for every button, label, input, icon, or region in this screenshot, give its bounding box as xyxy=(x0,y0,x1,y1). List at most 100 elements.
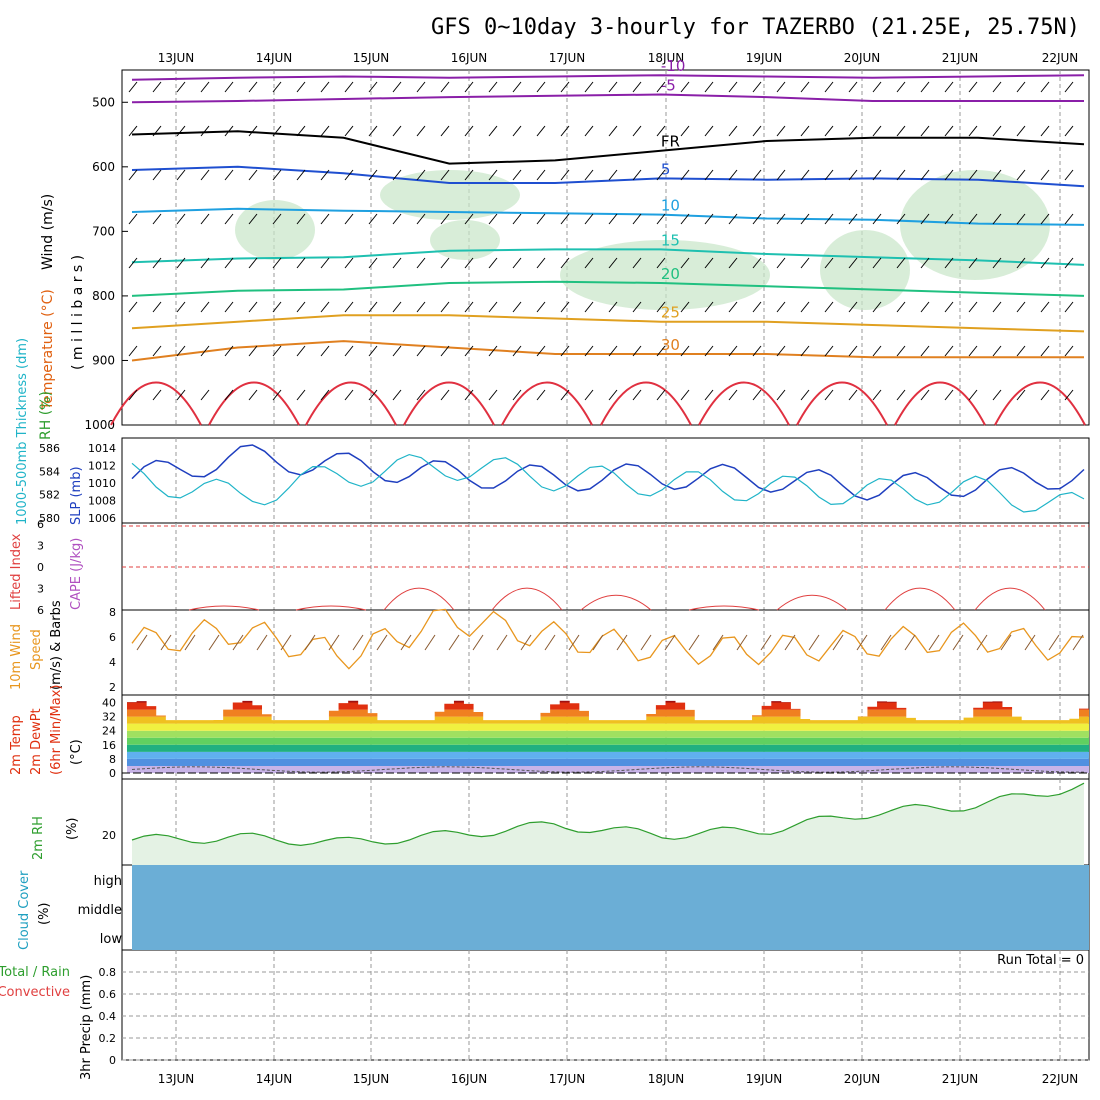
upper-wind-barb xyxy=(584,213,594,225)
upper-wind-barb xyxy=(584,301,594,313)
upper-wind-barb xyxy=(368,169,378,181)
upper-wind-barb xyxy=(176,81,186,93)
slp-label: SLP (mb) xyxy=(69,466,84,525)
upper-wind-barb xyxy=(224,389,234,401)
upper-wind-barb xyxy=(200,389,210,401)
upper-wind-barb xyxy=(776,257,786,269)
upper-wind-barb xyxy=(488,81,498,93)
upper-wind-barb xyxy=(128,213,138,225)
upper-wind-barb xyxy=(944,257,954,269)
upper-wind-barb xyxy=(704,301,714,313)
top-day-label: 17JUN xyxy=(549,51,586,65)
upper-wind-barb xyxy=(728,125,738,137)
upper-wind-barb xyxy=(920,345,930,357)
wind-barb xyxy=(376,634,388,651)
upper-wind-barb xyxy=(512,81,522,93)
wind-barb xyxy=(640,634,652,651)
upper-temp-label: Temperature (°C) xyxy=(40,289,56,411)
temp-band xyxy=(127,716,1089,724)
upper-wind-barb xyxy=(632,213,642,225)
upper-wind-barb xyxy=(248,81,258,93)
upper-wind-barb xyxy=(608,81,618,93)
wind-barb xyxy=(472,634,484,651)
upper-wind-barb xyxy=(896,81,906,93)
wind-barb xyxy=(304,634,316,651)
cloud-fill xyxy=(132,865,1089,950)
upper-wind-barb xyxy=(200,81,210,93)
upper-wind-barb xyxy=(704,345,714,357)
upper-wind-barb xyxy=(968,213,978,225)
upper-wind-barb xyxy=(656,389,666,401)
wind-barb xyxy=(760,634,772,651)
upper-wind-barb xyxy=(824,345,834,357)
upper-wind-barb xyxy=(656,169,666,181)
panel-frame-upper xyxy=(121,69,1090,426)
upper-wind-barb xyxy=(944,389,954,401)
wind-barb xyxy=(1000,634,1012,651)
upper-wind-barb xyxy=(992,81,1002,93)
upper-wind-barb xyxy=(656,213,666,225)
upper-wind-barb xyxy=(632,345,642,357)
wind-barb xyxy=(592,634,604,651)
upper-wind-barb xyxy=(200,125,210,137)
bottom-day-label: 15JUN xyxy=(353,1072,390,1086)
upper-wind-barb xyxy=(800,169,810,181)
upper-wind-barb xyxy=(824,213,834,225)
wind-barb xyxy=(736,634,748,651)
upper-wind-barb xyxy=(488,345,498,357)
lifted-line xyxy=(688,605,760,611)
upper-wind-barb xyxy=(896,257,906,269)
upper-wind-barb xyxy=(1040,389,1050,401)
upper-wind-barb xyxy=(608,301,618,313)
upper-wind-barb xyxy=(896,125,906,137)
upper-wind-barb xyxy=(584,81,594,93)
wind-barb xyxy=(544,634,556,651)
upper-wind-barb xyxy=(992,125,1002,137)
upper-wind-barb xyxy=(848,125,858,137)
upper-wind-barb xyxy=(440,213,450,225)
upper-wind-barb xyxy=(392,169,402,181)
upper-wind-barb xyxy=(392,345,402,357)
slp-tick: 1008 xyxy=(88,495,116,508)
wind-barb xyxy=(184,634,196,651)
upper-wind-barb xyxy=(728,301,738,313)
upper-wind-barb xyxy=(824,257,834,269)
upper-wind-barb xyxy=(536,301,546,313)
top-day-label: 13JUN xyxy=(158,51,195,65)
wind-barb xyxy=(160,634,172,651)
temp-contour xyxy=(131,74,1085,81)
thickness-tick: 586 xyxy=(39,442,60,455)
upper-wind-barb xyxy=(1064,257,1074,269)
upper-wind-barb xyxy=(944,345,954,357)
wind-barb xyxy=(880,634,892,651)
wind-barb xyxy=(904,634,916,651)
upper-wind-barb xyxy=(416,389,426,401)
upper-wind-barb xyxy=(704,213,714,225)
upper-wind-barb xyxy=(1040,213,1050,225)
upper-wind-barb xyxy=(440,389,450,401)
upper-wind-barb xyxy=(968,301,978,313)
wind-barb xyxy=(784,634,796,651)
upper-wind-barb xyxy=(968,169,978,181)
temp-contour xyxy=(131,130,1085,165)
upper-wind-barb xyxy=(848,389,858,401)
upper-wind-barb xyxy=(800,345,810,357)
hot-contour xyxy=(208,381,300,426)
rh-shade xyxy=(820,230,910,310)
upper-wind-barb xyxy=(128,169,138,181)
bottom-day-label: 22JUN xyxy=(1042,1072,1079,1086)
upper-units-label: ( m i l l i b a r s ) xyxy=(70,255,86,370)
upper-wind-barb xyxy=(752,389,762,401)
hot-contour xyxy=(894,381,986,426)
lifted-axis-labels: Lifted Index CAPE (J/kg) xyxy=(9,533,84,610)
upper-wind-barb xyxy=(128,389,138,401)
bottom-day-label: 14JUN xyxy=(256,1072,293,1086)
upper-wind-barb xyxy=(152,389,162,401)
wind-label: 10m Wind xyxy=(9,624,24,690)
upper-wind-barb xyxy=(200,301,210,313)
hot-contour xyxy=(110,381,202,426)
upper-wind-barb xyxy=(1064,389,1074,401)
wind-barb xyxy=(520,634,532,651)
temp-tick: 40 xyxy=(102,697,116,710)
upper-wind-barb xyxy=(872,389,882,401)
